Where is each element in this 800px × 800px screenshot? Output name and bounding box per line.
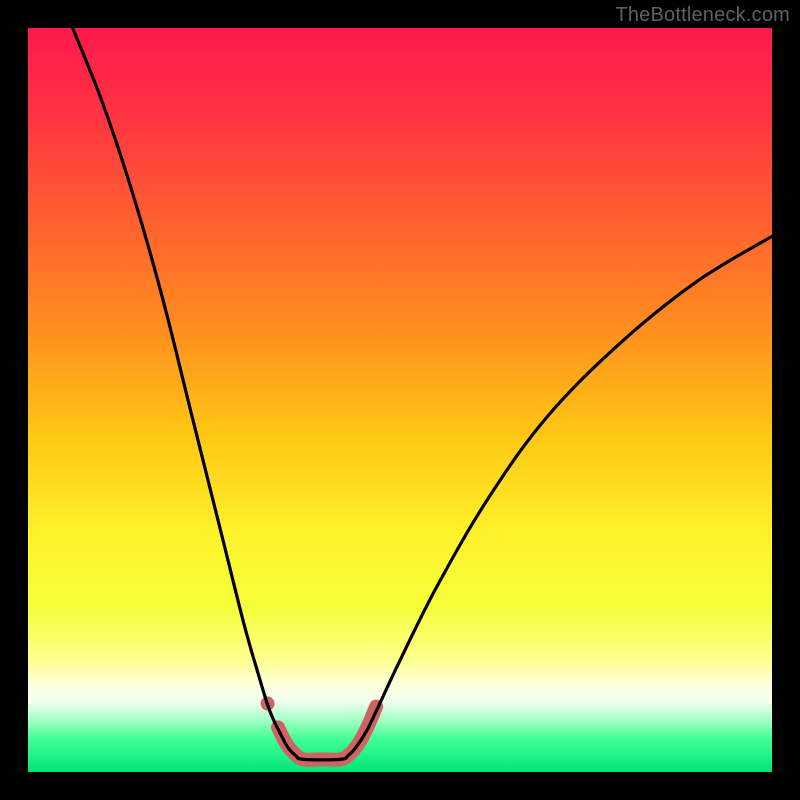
- chart-stage: TheBottleneck.com: [0, 0, 800, 800]
- chart-svg: [0, 0, 800, 800]
